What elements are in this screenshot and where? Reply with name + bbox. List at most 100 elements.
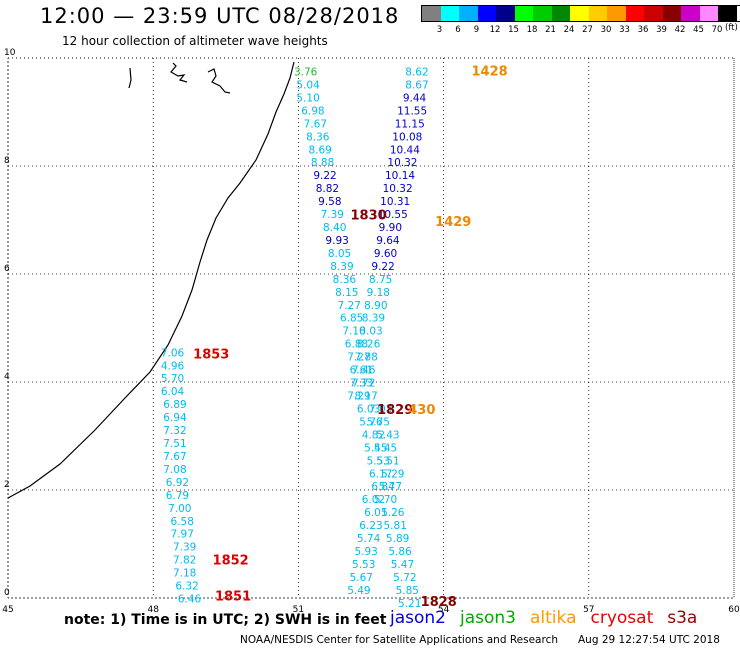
legend-swatch bbox=[644, 6, 663, 21]
wave-height-value: 5.45 bbox=[364, 442, 387, 454]
lon-tick-label: 54 bbox=[438, 605, 450, 615]
wave-height-value: 7.51 bbox=[163, 438, 186, 450]
wave-height-value: 3.76 bbox=[294, 67, 318, 79]
wave-height-value: 5.74 bbox=[357, 533, 381, 545]
wave-height-value: 11.55 bbox=[397, 105, 427, 117]
legend-unit: (ft) bbox=[725, 23, 738, 33]
wave-height-value: 7.10 bbox=[342, 326, 365, 338]
lon-tick-label: 48 bbox=[147, 605, 159, 615]
satellite-label: s3a bbox=[667, 608, 698, 628]
wave-height-value: 5.51 bbox=[376, 455, 399, 467]
wave-height-value: 8.05 bbox=[328, 248, 351, 260]
wave-height-value: 6.46 bbox=[178, 594, 202, 606]
wave-height-value: 8.03 bbox=[359, 326, 382, 338]
legend-label: 30 bbox=[600, 25, 612, 35]
wave-height-value: 6.02 bbox=[362, 494, 385, 506]
legend-label: 21 bbox=[545, 25, 556, 35]
wave-height-value: 10.32 bbox=[383, 183, 413, 195]
wave-height-value: 10.55 bbox=[378, 209, 408, 221]
pass-time-label: 1852 bbox=[213, 554, 249, 569]
wave-height-value: 7.88 bbox=[354, 352, 377, 364]
pass-time-label: 430 bbox=[408, 403, 435, 418]
pass-time-label: 1830 bbox=[350, 209, 386, 224]
satellite-legend: jason2 jason3 altika cryosat s3a bbox=[390, 608, 711, 628]
wave-height-value: 6.92 bbox=[166, 477, 189, 489]
wave-height-value: 5.72 bbox=[393, 572, 416, 584]
wave-height-value: 8.90 bbox=[364, 300, 387, 312]
wave-height-value: 6.88 bbox=[345, 339, 368, 351]
lat-lon-grid bbox=[7, 57, 735, 599]
lat-tick-label: 2 bbox=[4, 480, 10, 490]
wave-height-value: 9.64 bbox=[376, 235, 400, 247]
wave-height-value: 9.22 bbox=[313, 170, 336, 182]
wave-height-value: 7.39 bbox=[321, 209, 344, 221]
legend-label: 24 bbox=[563, 25, 575, 35]
wave-height-value: 7.18 bbox=[173, 568, 196, 580]
wave-height-value: 7.32 bbox=[163, 425, 186, 437]
wave-height-value: 6.61 bbox=[350, 365, 373, 377]
legend-swatch bbox=[496, 6, 515, 21]
wave-height-value: 5.49 bbox=[347, 585, 370, 597]
wave-height-value: 5.81 bbox=[384, 520, 407, 532]
legend-swatch bbox=[551, 6, 570, 21]
wave-height-value: 9.90 bbox=[379, 222, 402, 234]
legend-label: 33 bbox=[619, 25, 630, 35]
legend-swatch bbox=[514, 6, 533, 21]
wave-height-value: 9.58 bbox=[318, 196, 341, 208]
wave-height-value: 5.26 bbox=[381, 507, 405, 519]
legend-swatch bbox=[533, 6, 552, 21]
wave-height-value: 9.44 bbox=[403, 92, 427, 104]
wave-height-value: 8.26 bbox=[357, 339, 381, 351]
lat-tick-label: 0 bbox=[4, 588, 10, 598]
wave-height-value: 6.04 bbox=[161, 386, 185, 398]
legend-swatch bbox=[477, 6, 496, 21]
wave-height-value: 8.75 bbox=[369, 274, 392, 286]
legend-label: 15 bbox=[508, 25, 519, 35]
wave-height-value: 4.82 bbox=[362, 429, 385, 441]
legend-label: 3 bbox=[436, 25, 443, 35]
wave-height-value: 7.00 bbox=[168, 503, 191, 515]
wave-height-value: 7.08 bbox=[163, 464, 186, 476]
legend-label: 12 bbox=[489, 25, 501, 35]
wave-height-value: 8.39 bbox=[362, 313, 385, 325]
satellite-label: jason2 bbox=[390, 608, 446, 628]
wave-height-value: 7.29 bbox=[347, 391, 370, 403]
wave-height-value: 10.08 bbox=[392, 131, 422, 143]
legend-swatch bbox=[459, 6, 478, 21]
wave-height-value: 6.84 bbox=[371, 481, 395, 493]
wave-height-value: 6.89 bbox=[163, 399, 186, 411]
wave-height-value: 9.18 bbox=[367, 287, 390, 299]
legend-label: 18 bbox=[526, 25, 538, 35]
wave-height-value: 8.36 bbox=[306, 131, 330, 143]
wave-height-value: 8.62 bbox=[405, 67, 428, 79]
color-legend: 3 6 9 12 15 18 21 24 27 30 33 36 39 42 45 70 (ft) bbox=[421, 5, 740, 37]
wave-height-value: 7.39 bbox=[173, 542, 196, 554]
island-features bbox=[128, 62, 231, 94]
legend-labels: 3 6 9 12 15 18 21 24 27 30 33 36 39 42 45 70 bbox=[421, 25, 740, 37]
wave-height-value: 5.43 bbox=[376, 429, 399, 441]
wave-height-value: 7.06 bbox=[161, 347, 185, 359]
wave-height-value: 7.67 bbox=[163, 451, 186, 463]
legend-swatch bbox=[681, 6, 700, 21]
wave-height-value: 8.82 bbox=[316, 183, 339, 195]
island-shape bbox=[170, 62, 188, 83]
wave-height-value: 6.58 bbox=[171, 516, 194, 528]
wave-height-value: 6.17 bbox=[369, 468, 392, 480]
wave-height-value: 7.82 bbox=[173, 555, 196, 567]
legend-swatch bbox=[440, 6, 459, 21]
wave-height-value: 8.40 bbox=[323, 222, 346, 234]
wave-height-value: 6.23 bbox=[359, 520, 382, 532]
legend-swatch bbox=[625, 6, 644, 21]
pass-time-label: 1853 bbox=[193, 347, 229, 362]
legend-swatches bbox=[421, 5, 740, 22]
wave-height-value: 5.89 bbox=[386, 533, 409, 545]
legend-label: 70 bbox=[711, 25, 723, 35]
pass-time-label: 1428 bbox=[471, 64, 507, 79]
wave-height-value: 6.32 bbox=[175, 581, 198, 593]
wave-height-value: 6.01 bbox=[364, 507, 387, 519]
wave-height-value: 8.36 bbox=[333, 274, 357, 286]
wave-height-value: 7.03 bbox=[369, 403, 392, 415]
wave-height-value: 5.70 bbox=[161, 373, 184, 385]
wave-height-value: 5.86 bbox=[388, 546, 412, 558]
